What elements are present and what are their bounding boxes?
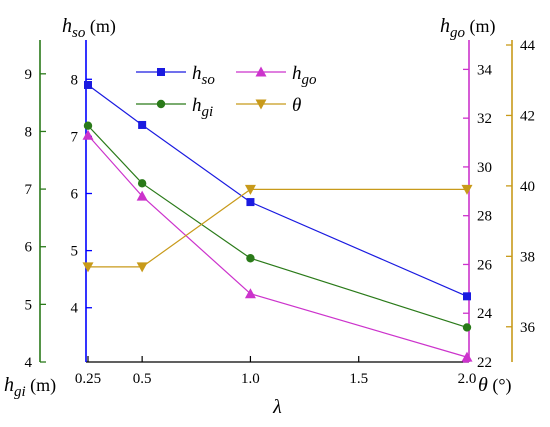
- hgo-tick-label: 32: [477, 111, 492, 127]
- data-point-hgo: [461, 351, 473, 362]
- legend-label-hso: hso: [192, 63, 215, 88]
- series-line-hso: [87, 84, 468, 297]
- series-line-hgo: [87, 134, 468, 358]
- hgi-tick-label: 9: [25, 67, 33, 83]
- hso-tick-label: 7: [71, 129, 79, 145]
- hso-tick-label: 8: [71, 72, 79, 88]
- hgi-tick-label: 8: [25, 124, 33, 140]
- data-point-theta: [461, 184, 473, 195]
- x-tick-label: 1.5: [349, 371, 368, 387]
- data-point-hgi: [246, 254, 255, 263]
- hgi-tick-label: 4: [25, 355, 33, 371]
- legend-marker-hgi: [156, 99, 166, 109]
- data-point-theta: [82, 262, 94, 273]
- theta-tick-label: 44: [520, 38, 536, 54]
- series-line-hgi: [87, 125, 468, 328]
- data-point-hgi: [83, 121, 93, 130]
- theta-tick-label: 42: [520, 108, 535, 124]
- hgo-tick-label: 24: [477, 306, 493, 322]
- hgo-axis-title: hgo (m): [440, 15, 496, 41]
- data-point-hgi: [462, 323, 472, 332]
- x-tick-label: 0.5: [133, 371, 152, 387]
- data-point-theta: [136, 262, 148, 273]
- hgi-tick-label: 6: [25, 240, 33, 256]
- x-axis-label: λ: [272, 396, 282, 418]
- theta-tick-label: 40: [520, 179, 535, 195]
- legend-marker-hso: [157, 68, 165, 76]
- hgo-tick-label: 34: [477, 62, 493, 78]
- legend: hso hgo hgi θ: [136, 63, 317, 120]
- axes-layer: 0.25 0.5 1.0 1.5 2.0 λ 4 5 6 7 8 4 5 6 7 8 9 22 24 26 28 30 32…: [4, 15, 536, 418]
- hgo-tick-label: 26: [477, 257, 493, 273]
- legend-marker-hgo: [255, 66, 267, 77]
- data-point-hso: [246, 198, 255, 207]
- theta-tick-label: 38: [520, 249, 535, 265]
- data-point-hso: [84, 80, 92, 89]
- x-tick-label: 1.0: [241, 371, 260, 387]
- hgo-tick-label: 22: [477, 355, 492, 371]
- legend-marker-theta: [255, 99, 267, 110]
- series-layer: [82, 80, 473, 362]
- theta-axis-title: θ (°): [478, 374, 512, 396]
- hso-axis-title: hso (m): [62, 15, 116, 41]
- data-point-theta: [244, 184, 256, 195]
- theta-tick-label: 36: [520, 320, 536, 336]
- hso-tick-label: 6: [71, 187, 79, 203]
- x-tick-label: 2.0: [458, 371, 477, 387]
- data-point-hgi: [137, 179, 147, 188]
- hgi-axis-title: hgi (m): [4, 374, 56, 400]
- legend-label-theta: θ: [292, 95, 301, 116]
- legend-label-hgi: hgi: [192, 95, 213, 120]
- hso-tick-label: 5: [71, 244, 79, 260]
- data-point-hgo: [244, 288, 256, 299]
- data-point-hgo: [136, 190, 148, 201]
- hgo-tick-label: 30: [477, 160, 492, 176]
- hgo-tick-label: 28: [477, 209, 492, 225]
- data-point-hso: [463, 292, 471, 301]
- series-line-theta: [88, 188, 467, 268]
- hgi-tick-label: 7: [25, 182, 33, 198]
- legend-label-hgo: hgo: [292, 63, 317, 88]
- hso-tick-label: 4: [71, 301, 79, 317]
- data-point-hgo: [82, 129, 94, 140]
- hgi-tick-label: 5: [25, 297, 33, 313]
- x-tick-label: 0.25: [75, 371, 101, 387]
- data-point-hso: [138, 120, 147, 129]
